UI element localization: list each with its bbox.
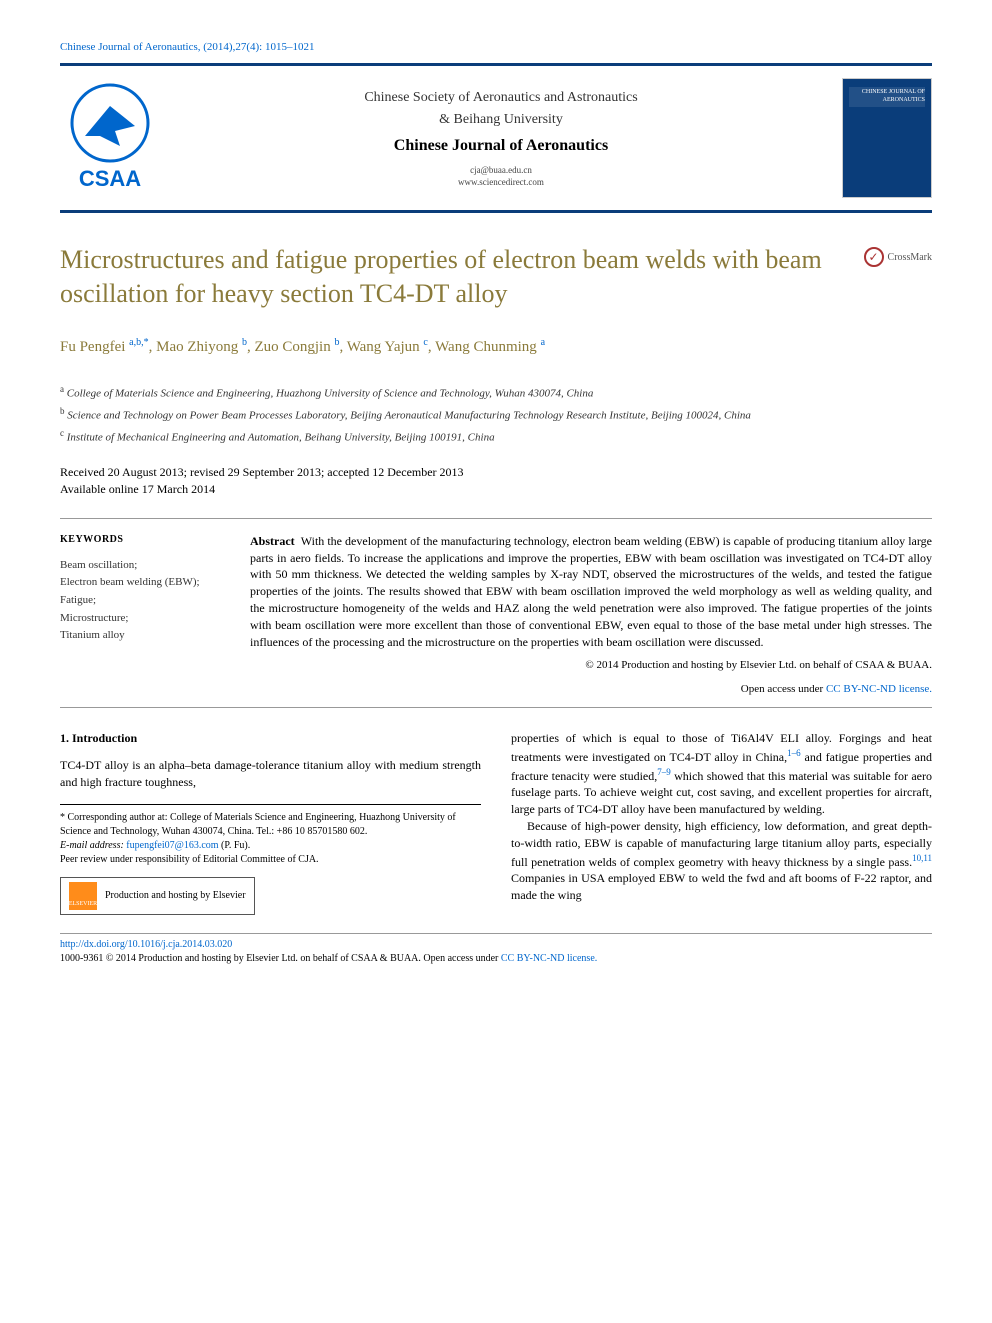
header-center: Chinese Society of Aeronautics and Astro… xyxy=(180,88,822,189)
crossmark-icon: ✓ xyxy=(864,247,884,267)
abstract-column: Abstract With the development of the man… xyxy=(250,533,932,697)
article-title: Microstructures and fatigue properties o… xyxy=(60,243,932,311)
peer-review-note: Peer review under responsibility of Edit… xyxy=(60,853,481,867)
keywords-column: KEYWORDS Beam oscillation;Electron beam … xyxy=(60,533,220,697)
copyright-line: © 2014 Production and hosting by Elsevie… xyxy=(250,658,932,673)
abstract-label: Abstract xyxy=(250,534,295,548)
issn-text-a: 1000-9361 © 2014 Production and hosting … xyxy=(60,953,423,964)
author-list: Fu Pengfei a,b,*, Mao Zhiyong b, Zuo Con… xyxy=(60,336,932,358)
corr-body: Corresponding author at: College of Mate… xyxy=(60,812,456,837)
section-1-heading: 1. Introduction xyxy=(60,730,481,747)
corr-email-suffix: (P. Fu). xyxy=(219,840,251,851)
corr-email-link[interactable]: fupengfei07@163.com xyxy=(126,840,218,851)
journal-cover-thumbnail: CHINESE JOURNAL OF AERONAUTICS xyxy=(842,78,932,198)
license-link[interactable]: CC BY-NC-ND license. xyxy=(826,683,932,695)
keywords-heading: KEYWORDS xyxy=(60,533,220,547)
society-name-2: & Beihang University xyxy=(180,110,822,130)
right-para-2: Because of high-power density, high effi… xyxy=(511,818,932,904)
footer-license-link[interactable]: CC BY-NC-ND license. xyxy=(501,953,597,964)
abstract-section: KEYWORDS Beam oscillation;Electron beam … xyxy=(60,533,932,697)
affiliations: a College of Materials Science and Engin… xyxy=(60,383,932,446)
license-line: Open access under CC BY-NC-ND license. xyxy=(250,682,932,697)
corr-email-line: E-mail address: fupengfei07@163.com (P. … xyxy=(60,839,481,853)
page-footer: http://dx.doi.org/10.1016/j.cja.2014.03.… xyxy=(60,933,932,966)
society-name-1: Chinese Society of Aeronautics and Astro… xyxy=(180,88,822,108)
keywords-list: Beam oscillation;Electron beam welding (… xyxy=(60,557,220,645)
doi-link[interactable]: http://dx.doi.org/10.1016/j.cja.2014.03.… xyxy=(60,939,232,950)
journal-email: cja@buaa.edu.cn xyxy=(180,164,822,177)
body-columns: 1. Introduction TC4-DT alloy is an alpha… xyxy=(60,730,932,915)
ref-10-11[interactable]: 10,11 xyxy=(912,853,932,863)
journal-url: www.sciencedirect.com xyxy=(180,176,822,189)
right-column: properties of which is equal to those of… xyxy=(511,730,932,915)
article-dates: Received 20 August 2013; revised 29 Sept… xyxy=(60,464,932,498)
corr-star: * xyxy=(60,812,65,823)
elsevier-logo: ELSEVIER xyxy=(69,882,97,910)
journal-reference: Chinese Journal of Aeronautics, (2014),2… xyxy=(60,40,932,55)
issn-line: 1000-9361 © 2014 Production and hosting … xyxy=(60,952,932,966)
available-date: Available online 17 March 2014 xyxy=(60,481,932,498)
right-para-1: properties of which is equal to those of… xyxy=(511,730,932,818)
elsevier-text: Production and hosting by Elsevier xyxy=(105,889,246,903)
ref-1-6[interactable]: 1–6 xyxy=(787,748,801,758)
journal-header: CSAA Chinese Society of Aeronautics and … xyxy=(60,63,932,213)
left-column: 1. Introduction TC4-DT alloy is an alpha… xyxy=(60,730,481,915)
ref-7-9[interactable]: 7–9 xyxy=(657,767,671,777)
received-date: Received 20 August 2013; revised 29 Sept… xyxy=(60,464,932,481)
rp2a: Because of high-power density, high effi… xyxy=(511,819,932,869)
title-text: Microstructures and fatigue properties o… xyxy=(60,245,822,308)
corr-text: * Corresponding author at: College of Ma… xyxy=(60,811,481,839)
issn-text-b: Open access under xyxy=(423,953,500,964)
affiliation-line: b Science and Technology on Power Beam P… xyxy=(60,405,932,424)
csaa-logo: CSAA xyxy=(60,81,160,196)
crossmark-badge[interactable]: ✓ CrossMark xyxy=(864,247,932,267)
elsevier-badge: ELSEVIER Production and hosting by Elsev… xyxy=(60,877,255,915)
crossmark-label: CrossMark xyxy=(888,251,932,264)
rp2b: Companies in USA employed EBW to weld th… xyxy=(511,871,932,902)
license-prefix: Open access under xyxy=(741,683,826,695)
csaa-logo-text: CSAA xyxy=(79,166,141,191)
intro-para-1: TC4-DT alloy is an alpha–beta damage-tol… xyxy=(60,757,481,791)
affiliation-line: c Institute of Mechanical Engineering an… xyxy=(60,427,932,446)
journal-name: Chinese Journal of Aeronautics xyxy=(180,135,822,157)
corresponding-author-box: * Corresponding author at: College of Ma… xyxy=(60,804,481,915)
abstract-text: With the development of the manufacturin… xyxy=(250,534,932,649)
divider xyxy=(60,518,932,519)
corr-email-label: E-mail address: xyxy=(60,840,126,851)
divider-2 xyxy=(60,707,932,708)
affiliation-line: a College of Materials Science and Engin… xyxy=(60,383,932,402)
cover-label: CHINESE JOURNAL OF AERONAUTICS xyxy=(843,79,931,113)
